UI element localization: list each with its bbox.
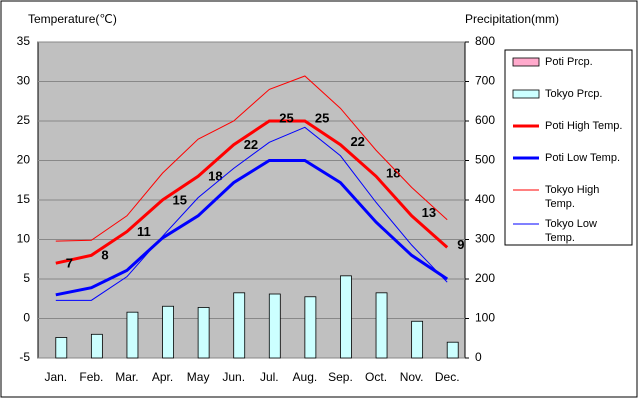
- data-label: 7: [66, 256, 73, 271]
- x-tick-label: Apr.: [152, 370, 173, 384]
- bar: [411, 320, 424, 359]
- x-tick-label: Dec.: [435, 370, 460, 384]
- legend-label: Tokyo Prcp.: [545, 88, 602, 100]
- x-tick-label: Jan.: [44, 370, 67, 384]
- y2-axis-label: Precipitation(mm): [465, 12, 559, 26]
- bar: [126, 311, 139, 359]
- data-label: 25: [315, 110, 329, 125]
- legend-label: Tokyo High Temp.: [545, 184, 602, 210]
- legend: [504, 49, 633, 246]
- bar: [340, 275, 352, 359]
- bar: [268, 293, 281, 359]
- x-tick-label: Jun.: [222, 370, 245, 384]
- data-label: 15: [173, 192, 187, 207]
- bar: [233, 292, 246, 359]
- y-axis-label: Temperature(℃): [28, 12, 117, 26]
- data-label: 18: [208, 169, 222, 184]
- x-tick-label: Jul.: [260, 370, 279, 384]
- x-tick-label: Sep.: [328, 370, 353, 384]
- data-label: 18: [386, 166, 400, 181]
- y-tick-label: 15: [17, 192, 31, 206]
- y2-tick-label: 100: [475, 311, 495, 325]
- x-tick-label: Oct.: [365, 370, 387, 384]
- x-tick-label: Nov.: [400, 370, 424, 384]
- legend-label: Poti Low Temp.: [545, 152, 620, 164]
- y-tick-label: 20: [17, 153, 31, 167]
- y-tick-label: 25: [17, 113, 31, 127]
- data-label: 11: [137, 224, 151, 239]
- y2-tick-label: 200: [475, 271, 495, 285]
- data-label: 13: [422, 205, 436, 220]
- y2-tick-label: 600: [475, 113, 495, 127]
- y2-tick-label: 0: [475, 350, 482, 364]
- bar: [90, 333, 103, 359]
- bar: [304, 296, 317, 359]
- legend-label-line: Tokyo High: [545, 184, 602, 196]
- y2-tick-label: 800: [475, 34, 495, 48]
- legend-label: Poti Prcp.: [545, 56, 593, 68]
- legend-label: Poti High Temp.: [545, 120, 622, 132]
- y2-tick-label: 400: [475, 192, 495, 206]
- y-tick-label: 10: [17, 232, 31, 246]
- data-label: 22: [244, 137, 258, 152]
- x-tick-label: May: [187, 370, 210, 384]
- legend-swatch: [512, 89, 540, 99]
- y2-tick-label: 700: [475, 74, 495, 88]
- legend-label-line: Tokyo Low: [545, 218, 600, 230]
- legend-swatch: [512, 57, 540, 67]
- bar: [375, 292, 388, 359]
- y2-tick-label: 300: [475, 232, 495, 246]
- line: [55, 159, 449, 297]
- x-tick-label: Mar.: [115, 370, 138, 384]
- y-tick-label: 35: [17, 34, 31, 48]
- line: [55, 119, 449, 265]
- data-label: 8: [101, 248, 108, 263]
- y-tick-label: 30: [17, 74, 31, 88]
- y-tick-label: -5: [19, 350, 30, 364]
- y-tick-label: 0: [23, 311, 30, 325]
- line: [55, 126, 448, 301]
- legend-label: Tokyo Low Temp.: [545, 218, 600, 244]
- line: [55, 75, 448, 242]
- legend-label-line: Temp.: [545, 232, 575, 244]
- x-tick-label: Aug.: [293, 370, 318, 384]
- bar: [446, 341, 459, 359]
- legend-label-line: Temp.: [545, 198, 575, 210]
- y2-tick-label: 500: [475, 153, 495, 167]
- bar: [162, 305, 174, 359]
- bar: [197, 307, 210, 359]
- y-tick-label: 5: [23, 271, 30, 285]
- data-label: 25: [279, 110, 293, 125]
- data-label: 9: [457, 237, 464, 252]
- bar: [55, 337, 68, 359]
- data-label: 22: [350, 134, 364, 149]
- x-tick-label: Feb.: [79, 370, 103, 384]
